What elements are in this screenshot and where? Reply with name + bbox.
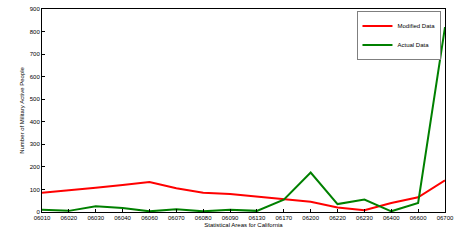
svg-text:06070: 06070 <box>168 215 185 221</box>
svg-text:700: 700 <box>30 51 41 57</box>
svg-text:06090: 06090 <box>222 215 239 221</box>
svg-text:06200: 06200 <box>302 215 319 221</box>
svg-text:Modified Data: Modified Data <box>397 23 435 29</box>
svg-text:06700: 06700 <box>437 215 454 221</box>
svg-text:06020: 06020 <box>61 215 78 221</box>
svg-text:06230: 06230 <box>356 215 373 221</box>
svg-text:Statistical Areas for Californ: Statistical Areas for California <box>204 222 283 228</box>
svg-text:06170: 06170 <box>275 215 292 221</box>
svg-text:Actual Data: Actual Data <box>397 42 429 48</box>
svg-text:100: 100 <box>30 187 41 193</box>
svg-text:300: 300 <box>30 141 41 147</box>
svg-text:400: 400 <box>30 119 41 125</box>
svg-text:900: 900 <box>30 6 41 12</box>
svg-text:500: 500 <box>30 96 41 102</box>
svg-text:06400: 06400 <box>383 215 400 221</box>
svg-text:800: 800 <box>30 29 41 35</box>
svg-text:06010: 06010 <box>34 215 51 221</box>
svg-text:06040: 06040 <box>114 215 131 221</box>
svg-text:06060: 06060 <box>141 215 158 221</box>
svg-text:Number of Military Active Peop: Number of Military Active People <box>19 66 25 153</box>
svg-text:06080: 06080 <box>195 215 212 221</box>
svg-text:06130: 06130 <box>249 215 266 221</box>
svg-text:200: 200 <box>30 164 41 170</box>
svg-text:600: 600 <box>30 74 41 80</box>
svg-text:06030: 06030 <box>87 215 104 221</box>
svg-text:06600: 06600 <box>410 215 427 221</box>
svg-text:0: 0 <box>36 209 40 215</box>
svg-text:06220: 06220 <box>329 215 346 221</box>
